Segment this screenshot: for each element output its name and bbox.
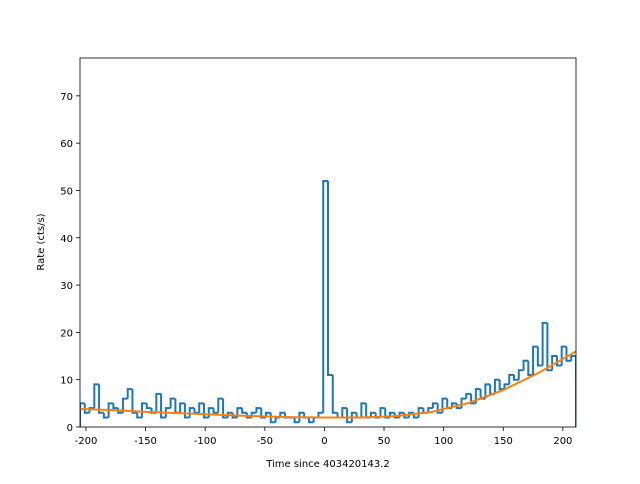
histogram-step — [493, 378, 500, 394]
y-tick-label: 50 — [60, 186, 73, 197]
histogram-step — [393, 412, 400, 419]
histogram-step — [350, 411, 357, 423]
x-tick-label: 50 — [378, 436, 391, 447]
histogram-step — [498, 379, 505, 391]
histogram-step — [532, 345, 538, 375]
histogram-step — [126, 388, 133, 399]
histogram-step — [508, 373, 514, 385]
histogram-step — [436, 403, 443, 414]
histogram-step — [484, 383, 491, 399]
plot-area — [80, 180, 576, 427]
histogram-step — [527, 360, 534, 376]
histogram-step — [522, 359, 529, 371]
histogram-step — [203, 403, 209, 419]
histogram-step — [317, 411, 324, 418]
y-tick-label: 40 — [60, 234, 73, 245]
histogram-step — [503, 383, 510, 390]
histogram-step — [93, 383, 100, 409]
histogram-step — [183, 403, 190, 419]
histogram-step — [427, 407, 433, 413]
x-tick-label: -150 — [134, 436, 157, 447]
y-tick-label: 60 — [60, 139, 73, 150]
histogram-step — [141, 402, 147, 418]
x-axis-label: Time since 403420143.2 — [265, 459, 390, 470]
histogram-step — [474, 388, 481, 404]
y-tick-label: 10 — [60, 376, 73, 387]
histogram-step — [121, 397, 128, 413]
histogram-step — [565, 346, 572, 362]
histogram-step — [160, 393, 166, 419]
x-tick-label: 0 — [321, 436, 327, 447]
y-tick-label: 70 — [60, 92, 73, 103]
histogram-step — [179, 402, 185, 413]
histogram-step — [408, 411, 414, 418]
histogram-step — [431, 402, 438, 409]
histogram-step — [341, 407, 348, 418]
histogram-step — [465, 392, 472, 399]
histogram-step — [112, 403, 119, 410]
histogram-step — [164, 407, 171, 418]
fit-line — [80, 350, 576, 419]
histogram-step — [145, 403, 152, 410]
histogram-step — [360, 402, 367, 418]
histogram-step — [241, 408, 247, 414]
histogram-step — [80, 402, 85, 427]
histogram-step — [274, 416, 281, 423]
histogram-step — [570, 355, 576, 427]
histogram-step — [222, 398, 228, 419]
histogram-step — [217, 397, 224, 413]
x-tick-label: -50 — [257, 436, 273, 447]
histogram-step — [136, 412, 142, 419]
histogram-step — [298, 411, 305, 423]
histogram-step — [212, 408, 219, 414]
histogram-step — [293, 417, 300, 424]
x-tick-label: -200 — [75, 436, 98, 447]
histogram-step — [245, 412, 252, 419]
histogram-step — [255, 407, 262, 413]
y-axis-label: Rate (cts/s) — [36, 213, 47, 270]
histogram-step — [198, 402, 204, 413]
histogram-step — [536, 346, 543, 367]
histogram-step — [541, 321, 548, 366]
x-tick-label: 100 — [434, 436, 453, 447]
axes-frame — [79, 57, 577, 428]
histogram-step — [322, 180, 328, 413]
histogram-step — [107, 402, 114, 418]
y-tick-label: 30 — [60, 281, 73, 292]
histogram-step — [346, 408, 352, 424]
histogram-step — [88, 407, 95, 413]
histogram-step — [369, 411, 376, 418]
y-tick-label: 20 — [60, 328, 73, 339]
histogram-step — [307, 417, 314, 424]
histogram-step — [260, 408, 266, 419]
histogram-step — [169, 397, 176, 409]
histogram-step — [470, 393, 476, 405]
histogram-step — [441, 397, 448, 413]
histogram-step — [331, 374, 338, 414]
histogram-step — [379, 407, 386, 418]
histogram-step — [83, 403, 90, 414]
histogram-step — [155, 392, 162, 413]
x-tick-label: -100 — [194, 436, 217, 447]
histogram-step — [517, 369, 524, 380]
histogram-step — [513, 374, 519, 381]
histogram-step — [327, 181, 333, 376]
histogram-step — [236, 407, 243, 418]
histogram-step — [98, 384, 104, 414]
histogram-step — [131, 389, 138, 414]
histogram-step — [546, 322, 553, 372]
histogram-step — [555, 356, 562, 367]
x-tick-label: 200 — [553, 436, 572, 447]
histogram-step — [102, 412, 109, 419]
x-tick-label: 150 — [494, 436, 513, 447]
y-tick-label: 0 — [67, 423, 73, 434]
